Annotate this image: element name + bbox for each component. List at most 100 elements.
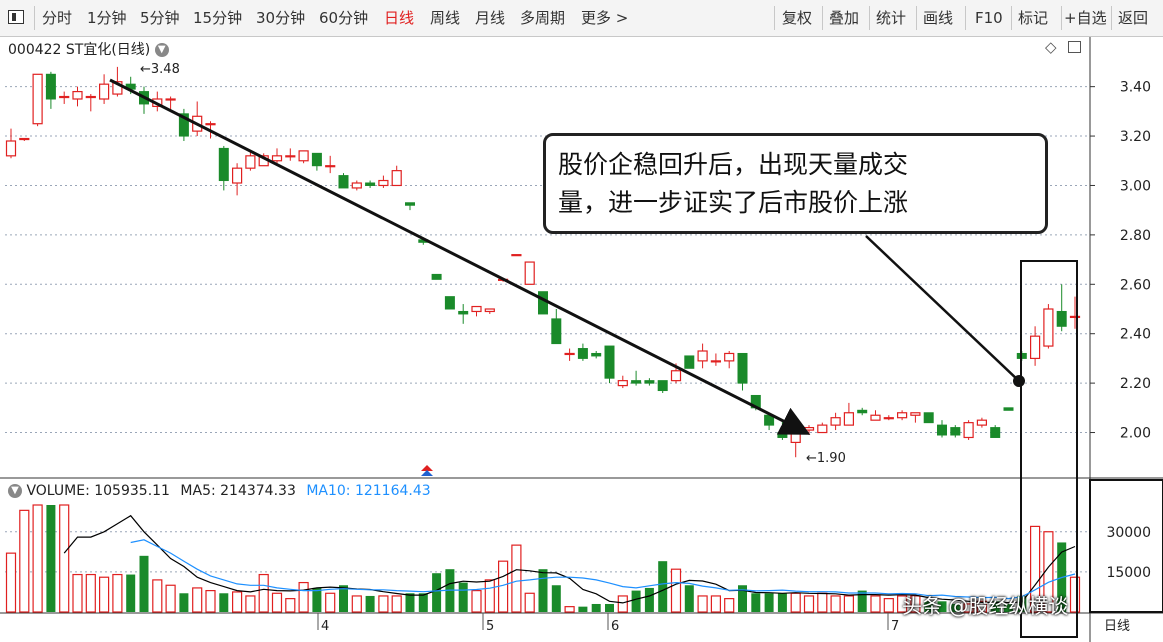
period-tab-30min[interactable]: 30分钟 bbox=[256, 9, 306, 27]
downtrend-arrow bbox=[109, 78, 811, 435]
volume-bar-up bbox=[258, 573, 269, 613]
candle-up bbox=[564, 348, 575, 361]
volume-bar-up bbox=[85, 573, 96, 613]
candle-body bbox=[1043, 308, 1054, 347]
candle-down bbox=[405, 202, 415, 211]
period-tab-fenshi[interactable]: 分时 bbox=[42, 9, 73, 27]
candle-body bbox=[218, 147, 229, 182]
volume-bar-up bbox=[165, 584, 176, 613]
toolbar-separator bbox=[1111, 6, 1112, 30]
candle-body bbox=[843, 412, 855, 426]
highlight-box-axis bbox=[1089, 479, 1163, 613]
volume-bar-up bbox=[617, 595, 628, 613]
volume-bar-up bbox=[192, 587, 203, 613]
period-tab-monthly[interactable]: 月线 bbox=[475, 9, 506, 27]
mark-button[interactable]: 标记 bbox=[1018, 9, 1049, 27]
fuquan-button[interactable]: 复权 bbox=[782, 9, 813, 27]
candle-body bbox=[1069, 315, 1081, 319]
price-tick-label: 3.40 bbox=[1120, 80, 1151, 96]
candle-up bbox=[19, 137, 30, 141]
candle-body bbox=[657, 380, 668, 392]
volume-bar-up bbox=[803, 595, 815, 613]
period-tab-1min[interactable]: 1分钟 bbox=[87, 9, 127, 27]
candle-body bbox=[298, 150, 309, 162]
candle-body bbox=[45, 73, 56, 100]
period-tab-multi[interactable]: 多周期 bbox=[520, 9, 566, 27]
period-tab-weekly[interactable]: 周线 bbox=[430, 9, 461, 27]
candle-down bbox=[178, 108, 189, 141]
diamond-icon[interactable]: ◇ bbox=[1045, 38, 1057, 56]
candle-body bbox=[617, 380, 628, 387]
period-tab-5min[interactable]: 5分钟 bbox=[140, 9, 180, 27]
candle-down bbox=[1056, 284, 1067, 332]
volume-bar-down bbox=[126, 574, 136, 612]
candle-body bbox=[1029, 335, 1041, 360]
volume-bar-up bbox=[245, 595, 256, 613]
period-tab-60min[interactable]: 60分钟 bbox=[319, 9, 369, 27]
candle-body bbox=[724, 352, 735, 362]
price-tick-label: 2.20 bbox=[1120, 376, 1151, 392]
chart-axes: 3.40 3.20 3.00 2.80 2.60 2.40 2.20 2.00 30000 150… bbox=[317, 80, 1151, 634]
candle-body bbox=[790, 431, 801, 444]
chevron-down-icon[interactable]: ▼ bbox=[8, 484, 22, 498]
volume-bar-down bbox=[139, 555, 149, 612]
volume-bar-up bbox=[963, 603, 974, 613]
candle-body bbox=[351, 182, 362, 189]
candle-down bbox=[311, 152, 322, 171]
candle-body bbox=[165, 98, 176, 101]
candle-body bbox=[963, 422, 974, 439]
candle-up bbox=[1029, 326, 1041, 366]
candle-body bbox=[538, 291, 548, 315]
volume-bar-down bbox=[339, 585, 348, 612]
candle-body bbox=[803, 426, 815, 431]
candle-up bbox=[697, 343, 708, 369]
volume-bar-up bbox=[817, 592, 828, 613]
overlay-button[interactable]: 叠加 bbox=[829, 9, 860, 27]
ma10-value: MA10: 121164.43 bbox=[306, 483, 431, 499]
volume-bar-up bbox=[1069, 576, 1081, 613]
candle-body bbox=[577, 348, 588, 359]
stats-button[interactable]: 统计 bbox=[876, 9, 907, 27]
candle-up bbox=[5, 128, 17, 159]
candle-up bbox=[471, 305, 482, 317]
high-price-marker: ←3.48 bbox=[140, 62, 180, 77]
volume-bar-up bbox=[976, 600, 988, 613]
candle-body bbox=[737, 352, 748, 384]
candle-down bbox=[923, 412, 934, 424]
stock-code: 000422 bbox=[8, 42, 62, 58]
draw-line-button[interactable]: 画线 bbox=[923, 9, 954, 27]
chevron-down-icon[interactable]: ▼ bbox=[154, 43, 169, 57]
candle-up bbox=[351, 180, 362, 191]
volume-bar-up bbox=[59, 504, 70, 613]
candle-up bbox=[325, 155, 336, 174]
f10-button[interactable]: F10 bbox=[975, 9, 1003, 27]
candle-body bbox=[777, 432, 788, 438]
volume-bar-down bbox=[418, 593, 428, 612]
add-watchlist-button[interactable]: +自选 bbox=[1064, 9, 1107, 27]
period-tab-15min[interactable]: 15分钟 bbox=[193, 9, 243, 27]
volume-bar-up bbox=[830, 595, 841, 613]
window-toggle-icon[interactable] bbox=[1068, 41, 1081, 53]
chart-toolbar: 分时 1分钟 5分钟 15分钟 30分钟 60分钟 日线 周线 月线 多周期 更… bbox=[0, 0, 1163, 37]
layout-toggle-icon[interactable] bbox=[8, 10, 24, 24]
candle-up bbox=[817, 422, 828, 434]
volume-bar-up bbox=[511, 544, 522, 613]
candle-up bbox=[724, 351, 735, 369]
candle-body bbox=[471, 305, 482, 313]
more-periods-button[interactable]: 更多 > bbox=[581, 9, 629, 27]
volume-bar-down bbox=[924, 601, 934, 612]
period-tab-daily[interactable]: 日线 bbox=[384, 9, 415, 27]
back-button[interactable]: 返回 bbox=[1118, 9, 1149, 27]
chart-frames bbox=[0, 37, 1163, 642]
candle-body bbox=[378, 179, 389, 187]
candle-body bbox=[431, 273, 442, 280]
watermark: 头条 @股经纵横谈 bbox=[902, 594, 1069, 618]
toolbar-separator bbox=[1011, 6, 1012, 30]
candle-up bbox=[710, 353, 722, 366]
volume-bar-down bbox=[432, 573, 442, 612]
candle-body bbox=[990, 427, 1001, 438]
candle-up bbox=[1043, 304, 1054, 349]
volume-bar-up bbox=[298, 581, 309, 613]
volume-bar-up bbox=[205, 589, 216, 613]
